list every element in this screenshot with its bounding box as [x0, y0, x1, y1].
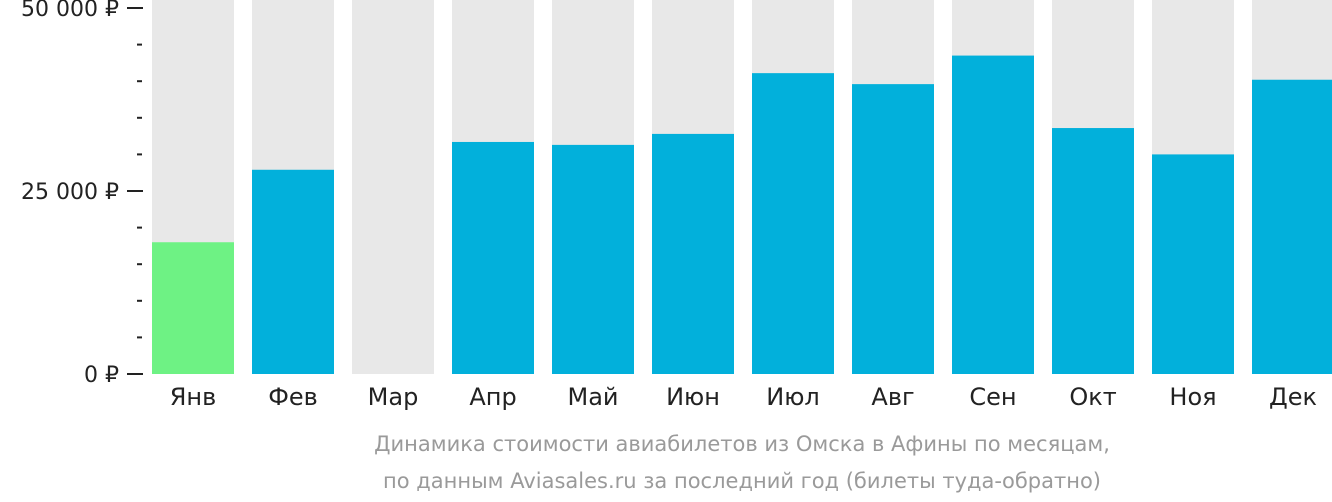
x-tick-label-11: Ноя: [1169, 383, 1216, 411]
y-axis: 0 ₽ 25 000 ₽ 50 000 ₽: [21, 0, 143, 388]
y-tick-label-2: 25 000 ₽: [21, 180, 119, 205]
bar-4: [452, 141, 534, 374]
x-tick-label-4: Апр: [469, 383, 516, 411]
bar-10: [1052, 128, 1134, 374]
chart-caption-line-2: по данным Aviasales.ru за последний год …: [383, 469, 1101, 493]
chart-caption-line-1: Динамика стоимости авиабилетов из Омска …: [374, 432, 1110, 456]
bar-2: [252, 169, 334, 374]
bar-5: [552, 144, 634, 374]
bar-1: [152, 242, 234, 374]
bar-12: [1252, 79, 1332, 375]
bars: [152, 55, 1332, 375]
x-tick-label-12: Дек: [1269, 383, 1317, 411]
bar-11: [1152, 154, 1234, 374]
x-tick-label-2: Фев: [268, 383, 318, 411]
bar-7: [752, 73, 834, 374]
x-tick-label-1: Янв: [170, 383, 217, 411]
x-tick-label-10: Окт: [1069, 383, 1116, 411]
x-tick-label-3: Мар: [368, 383, 419, 411]
x-tick-label-5: Май: [567, 383, 618, 411]
x-tick-label-8: Авг: [871, 383, 914, 411]
x-tick-label-7: Июл: [766, 383, 820, 411]
x-tick-label-6: Июн: [666, 383, 720, 411]
x-tick-label-9: Сен: [969, 383, 1016, 411]
y-tick-label-1: 0 ₽: [84, 363, 119, 388]
y-tick-label-3: 50 000 ₽: [21, 0, 119, 22]
bar-track-3: [352, 0, 434, 374]
bar-8: [852, 84, 934, 375]
x-axis-labels: Янв Фев Мар Апр Май Июн Июл Авг Сен Окт Ноя Дек: [170, 383, 1317, 411]
bar-9: [952, 55, 1034, 375]
bar-6: [652, 133, 734, 374]
